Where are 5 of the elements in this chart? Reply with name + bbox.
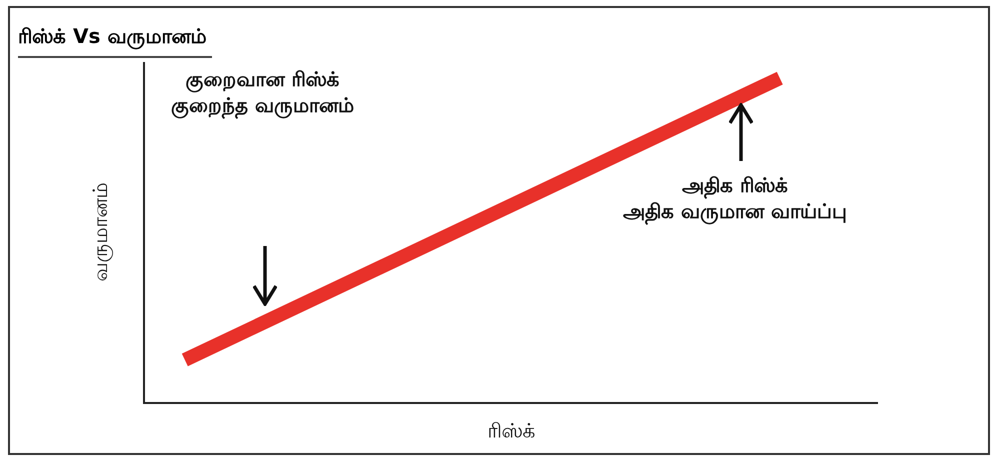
chart-title: ரிஸ்க் Vs வருமானம் (18, 24, 212, 58)
x-axis-title: ரிஸ்க் (488, 418, 536, 442)
annotation: குறைவான ரிஸ்க் குறைந்த வருமானம் (171, 67, 354, 119)
annotation: அதிக ரிஸ்க் அதிக வருமான வாய்ப்பு (623, 173, 847, 225)
y-axis-title: வருமானம் (88, 182, 113, 282)
